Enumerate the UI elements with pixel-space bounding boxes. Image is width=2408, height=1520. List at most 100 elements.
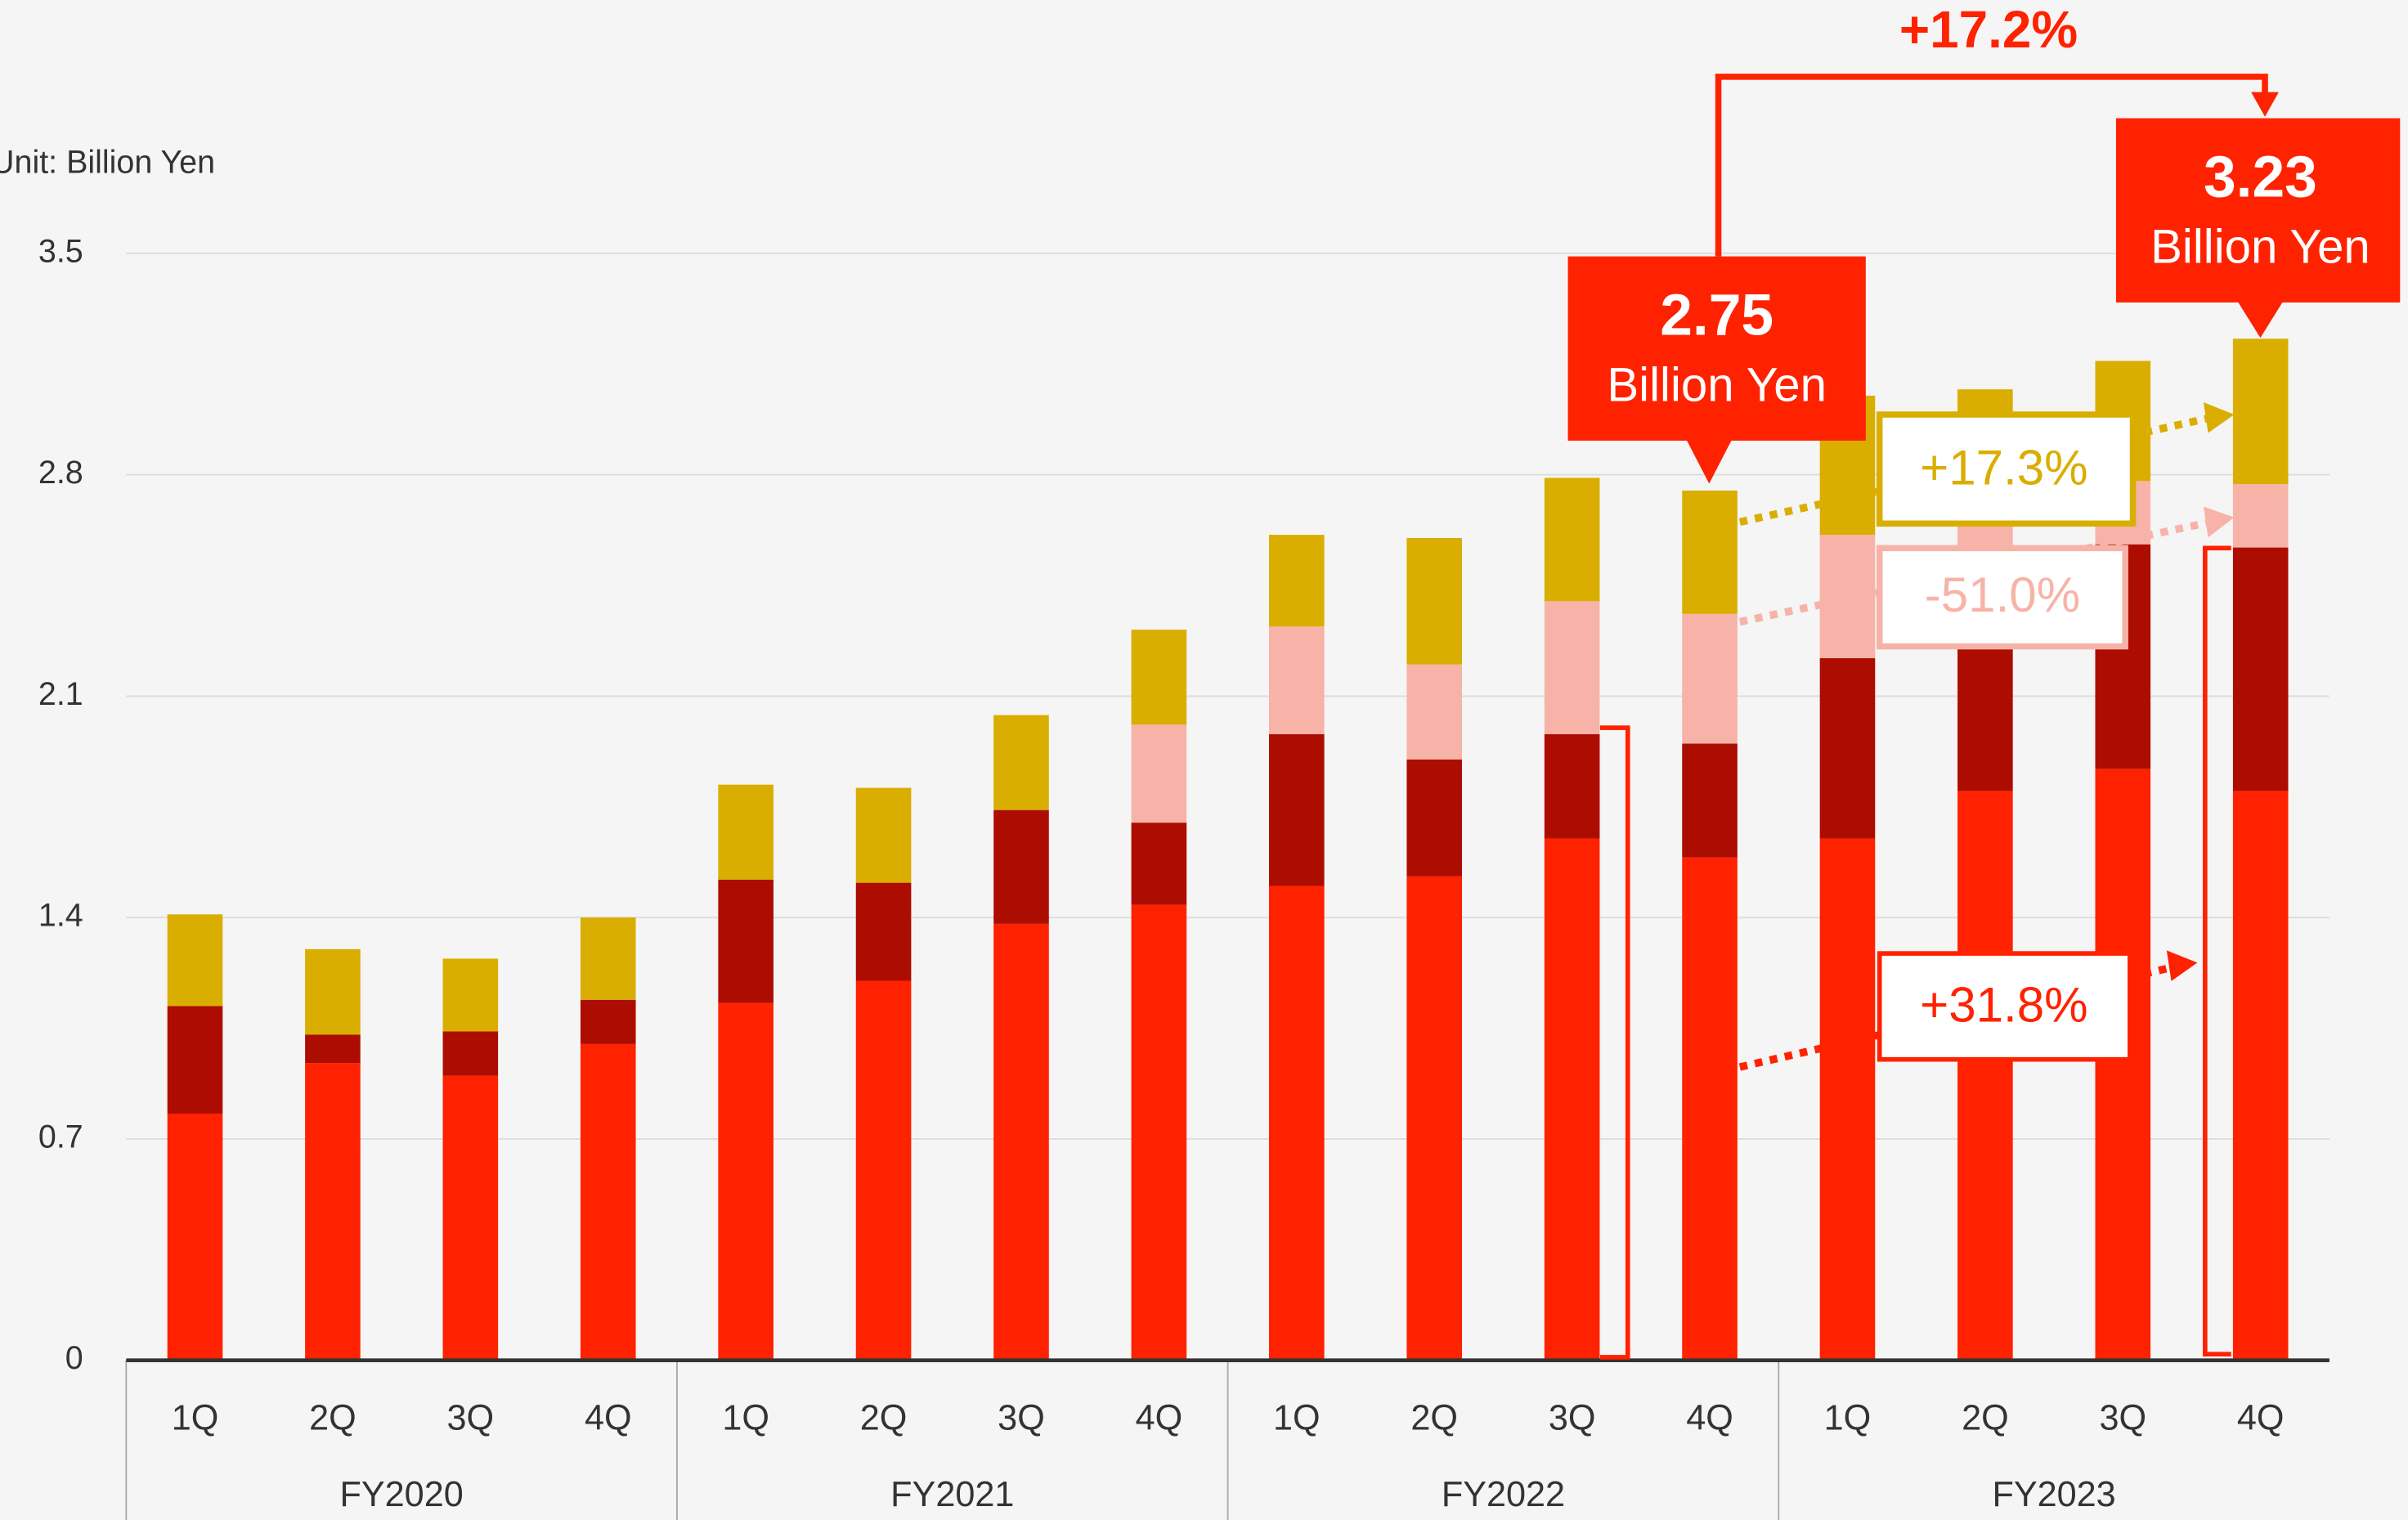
bar-segment xyxy=(1682,743,1738,858)
bar-segment xyxy=(1819,838,1876,1361)
bar-segment xyxy=(1269,626,1325,734)
x-tick-label: 1Q xyxy=(172,1398,219,1437)
bar-segment xyxy=(1682,490,1738,614)
x-tick-label: 4Q xyxy=(585,1398,632,1437)
bar-segment xyxy=(442,1075,499,1361)
callout-value: 2.75 xyxy=(1660,282,1773,347)
y-tick-label: 2.8 xyxy=(38,455,83,491)
bar-segment xyxy=(718,1002,774,1361)
bar-segment xyxy=(1131,630,1187,725)
bar-segment xyxy=(1131,724,1187,823)
bar-segment xyxy=(1544,478,1600,602)
bar-segment xyxy=(167,1113,223,1361)
bar-segment xyxy=(167,1006,223,1114)
bar-segment xyxy=(1957,635,2013,791)
x-tick-label: 2Q xyxy=(1410,1398,1458,1437)
arrowhead xyxy=(2203,506,2235,538)
change-box xyxy=(1876,411,2137,527)
bar-segment xyxy=(1269,886,1325,1361)
dotted-arrow xyxy=(1738,518,2213,626)
x-tick-label: 2Q xyxy=(1962,1398,2009,1437)
bar-segment xyxy=(580,1043,636,1361)
x-tick-label: 3Q xyxy=(1549,1398,1596,1437)
y-tick-label: 0 xyxy=(65,1340,83,1376)
bar-segment xyxy=(718,784,774,880)
y-tick-label: 1.4 xyxy=(38,898,83,934)
group-label: FY2021 xyxy=(890,1475,1014,1514)
bar-segment xyxy=(1269,733,1325,886)
growth-label: +17.2% xyxy=(1899,0,2078,59)
bar-segment xyxy=(2095,769,2151,1361)
callout-pointer xyxy=(1686,439,1733,484)
annotations: +17.2% 2.75 Billion Yen 3.23 Billion Yen… xyxy=(1567,0,2401,1360)
bar-segment xyxy=(855,882,912,981)
callout-box xyxy=(1567,256,1866,441)
unit-label: Unit: Billion Yen xyxy=(0,144,215,180)
bar-segment xyxy=(1406,537,1463,665)
bar-segment xyxy=(1682,613,1738,744)
x-tick-label: 4Q xyxy=(1136,1398,1183,1437)
bar-segment xyxy=(1131,823,1187,905)
bar-segment xyxy=(2232,791,2289,1361)
arrowhead xyxy=(2166,950,2198,981)
bar-segment xyxy=(305,1034,361,1064)
x-tick-label: 3Q xyxy=(998,1398,1045,1437)
bar-segment xyxy=(855,787,912,883)
x-tick-label: 3Q xyxy=(2099,1398,2146,1437)
group-label: FY2023 xyxy=(1992,1475,2115,1514)
x-tick-label: 2Q xyxy=(860,1398,908,1437)
bar-segment xyxy=(442,1031,499,1076)
bar-segment xyxy=(2232,339,2289,485)
bar-segment xyxy=(993,715,1049,810)
bar-segment xyxy=(167,914,223,1007)
x-tick-label: 1Q xyxy=(1824,1398,1872,1437)
bar-segment xyxy=(993,923,1049,1361)
group-label: FY2022 xyxy=(1442,1475,1565,1514)
bracket xyxy=(2202,545,2231,1357)
bar-segment xyxy=(1131,904,1187,1361)
y-tick-label: 3.5 xyxy=(38,233,83,269)
bar-segment xyxy=(1269,535,1325,627)
callout-box xyxy=(2115,118,2401,303)
arrowhead xyxy=(2203,401,2235,433)
callout-value: 3.23 xyxy=(2204,144,2317,209)
bar-segment xyxy=(855,980,912,1361)
bar-segment xyxy=(1406,664,1463,760)
x-tick-label: 3Q xyxy=(447,1398,495,1437)
x-tick-label: 1Q xyxy=(722,1398,769,1437)
callout-pointer xyxy=(2237,301,2284,339)
bar-segment xyxy=(1406,759,1463,877)
plot: 0 0.7 1.4 2.1 2.8 3.5 1Q 2Q 3Q 4Q 1Q 2Q 3Q 4Q 1Q 2Q 3Q 4Q… xyxy=(38,233,2330,1520)
bar-segment xyxy=(1957,791,2013,1361)
bar-segment xyxy=(1406,876,1463,1361)
change-box xyxy=(1877,951,2132,1062)
bar-segment xyxy=(2232,484,2289,548)
bar-segment xyxy=(1544,733,1600,839)
x-tick-label: 4Q xyxy=(1686,1398,1733,1437)
y-tick-label: 2.1 xyxy=(38,676,83,712)
callout-unit: Billion Yen xyxy=(1607,358,1827,411)
y-tick-label: 0.7 xyxy=(38,1119,83,1155)
bar-segment xyxy=(2232,547,2289,791)
bar-segment xyxy=(580,999,636,1044)
connector xyxy=(1715,74,2268,257)
change-label: +17.3% xyxy=(1920,440,2087,495)
bar-segment xyxy=(718,879,774,1003)
arrowhead xyxy=(2251,92,2279,117)
bar-segment xyxy=(580,917,636,1000)
x-tick-label: 1Q xyxy=(1273,1398,1321,1437)
x-tick-label: 2Q xyxy=(309,1398,356,1437)
callout-unit: Billion Yen xyxy=(2150,220,2370,273)
bar-segment xyxy=(1544,838,1600,1361)
group-label: FY2020 xyxy=(340,1475,464,1514)
x-tick-label: 4Q xyxy=(2237,1398,2285,1437)
bracket xyxy=(1599,725,1630,1360)
change-box xyxy=(1876,545,2128,650)
bar-segment xyxy=(1544,601,1600,734)
bar-segment xyxy=(993,809,1049,924)
bar-segment xyxy=(305,1063,361,1361)
bar-segment xyxy=(442,958,499,1032)
